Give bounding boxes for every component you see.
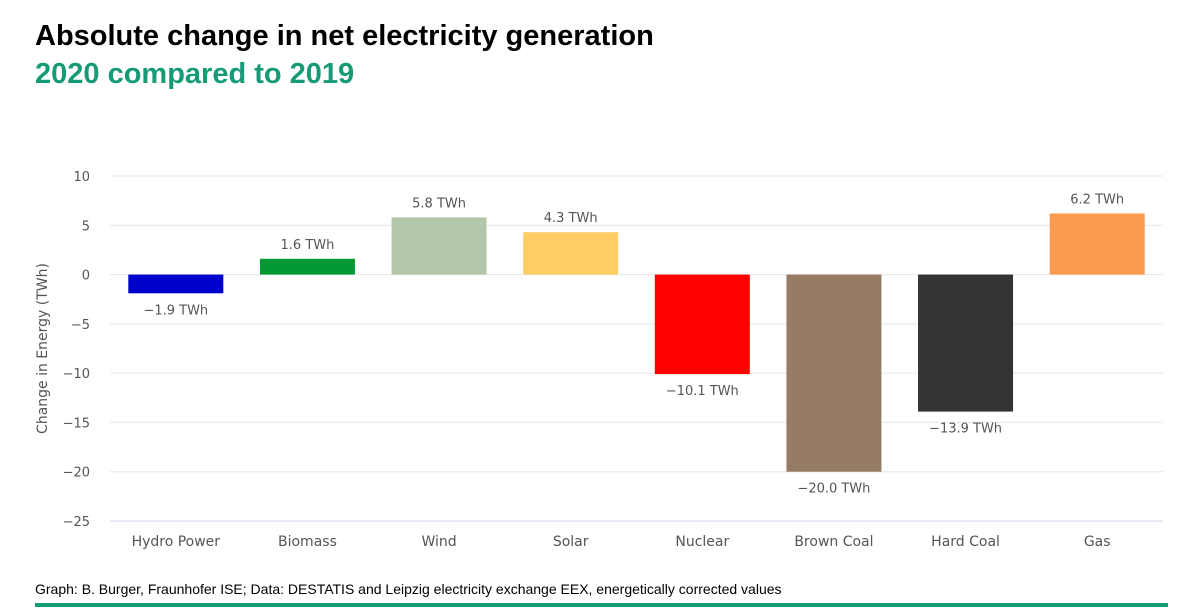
y-tick-label: −25: [63, 515, 90, 530]
y-tick-label: 0: [82, 269, 90, 284]
y-tick-label: −20: [63, 466, 90, 481]
x-tick-label: Gas: [1084, 534, 1111, 550]
bar-wind: [391, 217, 487, 275]
bar-hydro-power: [128, 274, 224, 294]
y-tick-label: 10: [73, 170, 90, 185]
y-axis-label: Change in Energy (TWh): [35, 263, 51, 434]
chart-subtitle: 2020 compared to 2019: [35, 58, 355, 90]
x-tick-label: Biomass: [278, 534, 337, 550]
footer-rule: [35, 603, 1168, 607]
x-tick-label: Hard Coal: [931, 534, 1000, 550]
x-tick-label: Wind: [421, 534, 456, 550]
bar-nuclear: [654, 274, 750, 375]
y-tick-label: −15: [63, 416, 90, 431]
data-label: 5.8 TWh: [412, 196, 466, 211]
chart-title: Absolute change in net electricity gener…: [35, 20, 654, 52]
y-tick-label: 5: [82, 219, 90, 234]
bar-solar: [523, 232, 619, 275]
x-tick-label: Solar: [553, 534, 589, 550]
bar-gas: [1049, 213, 1145, 275]
data-label: 4.3 TWh: [544, 211, 598, 226]
x-tick-label: Nuclear: [675, 534, 729, 550]
bar-biomass: [259, 258, 355, 275]
x-tick-label: Hydro Power: [132, 534, 221, 550]
data-label: 6.2 TWh: [1070, 192, 1124, 207]
source-note: Graph: B. Burger, Fraunhofer ISE; Data: …: [35, 581, 782, 597]
data-label: −13.9 TWh: [929, 422, 1002, 437]
data-label: −10.1 TWh: [666, 384, 739, 399]
bar-hard-coal: [918, 274, 1014, 412]
data-label: −1.9 TWh: [143, 303, 208, 318]
data-label: 1.6 TWh: [281, 238, 335, 253]
bar-brown-coal: [786, 274, 882, 472]
data-label: −20.0 TWh: [797, 482, 870, 497]
x-tick-label: Brown Coal: [794, 534, 873, 550]
y-tick-label: −10: [63, 367, 90, 382]
y-tick-label: −5: [71, 318, 90, 333]
